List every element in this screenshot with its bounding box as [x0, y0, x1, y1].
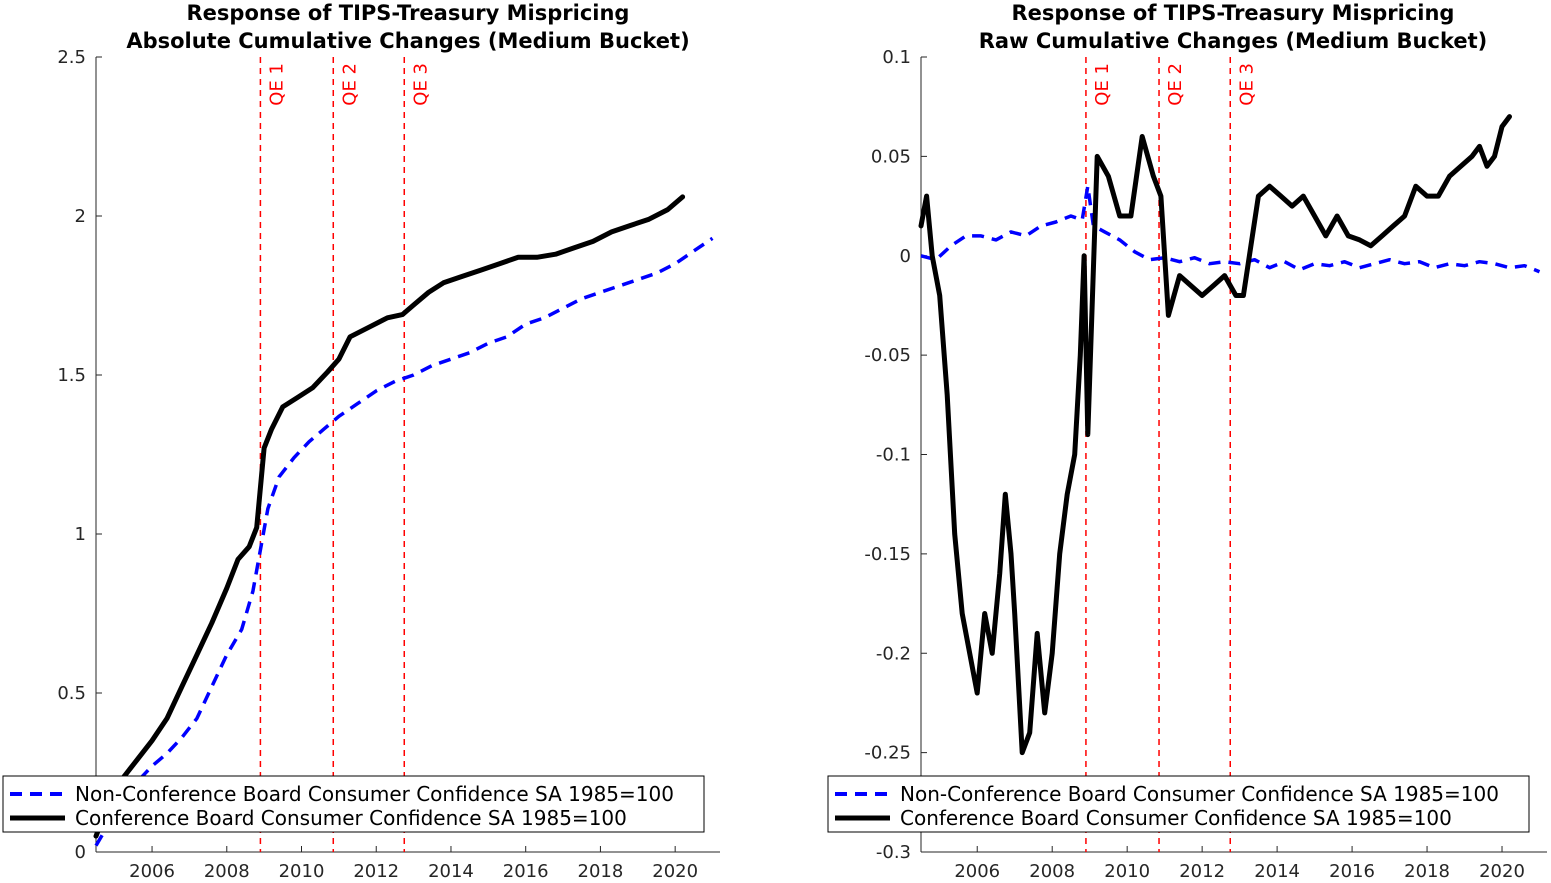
y-tick-label: 0	[75, 842, 86, 863]
x-tick-label: 2006	[129, 861, 175, 882]
chart-panel-raw: Response of TIPS-Treasury Mispricing Raw…	[827, 1, 1547, 882]
chart-subtitle: Absolute Cumulative Changes (Medium Buck…	[126, 29, 689, 53]
legend-box	[827, 775, 1530, 833]
qe-label: QE 3	[410, 63, 431, 106]
legend-label-conference: Conference Board Consumer Confidence SA …	[900, 806, 1452, 830]
qe-label: QE 1	[266, 63, 287, 106]
x-tick-label: 2016	[1329, 861, 1375, 882]
series-line-conference	[93, 194, 686, 839]
qe-label: QE 3	[1236, 63, 1257, 106]
chart-panel-absolute: Response of TIPS-Treasury Mispricing Abs…	[2, 1, 720, 882]
series-line-non-conference	[920, 184, 1541, 274]
x-tick-label: 2020	[1479, 861, 1525, 882]
y-tick-label: -0.05	[864, 345, 911, 366]
x-tick-label: 2014	[1254, 861, 1300, 882]
x-tick-label: 2018	[1404, 861, 1450, 882]
x-tick-label: 2014	[428, 861, 474, 882]
x-tick-label: 2012	[353, 861, 399, 882]
qe-label: QE 2	[339, 63, 360, 106]
chart-title: Response of TIPS-Treasury Mispricing	[187, 1, 630, 25]
y-tick-label: 0	[900, 246, 911, 267]
qe-label: QE 2	[1165, 63, 1186, 106]
x-tick-label: 2016	[503, 861, 549, 882]
x-tick-label: 2008	[1029, 861, 1075, 882]
data-marks: 0 0.5 1 1.5 2 2.5 2006 2008 2010 2012 2014 2016 2018…	[57, 47, 714, 882]
y-tick-label: 0.5	[57, 683, 86, 704]
y-tick-label: -0.1	[876, 445, 911, 466]
x-tick-label: 2012	[1179, 861, 1225, 882]
series-line-conference	[918, 114, 1512, 756]
y-tick-label: -0.3	[876, 842, 911, 863]
y-tick-label: 1.5	[57, 365, 86, 386]
legend: Non-Conference Board Consumer Confidence…	[2, 775, 705, 833]
y-tick-label: -0.15	[864, 544, 911, 565]
x-tick-label: 2018	[578, 861, 624, 882]
plot-area	[96, 57, 720, 852]
x-tick-label: 2006	[954, 861, 1000, 882]
x-tick-label: 2008	[204, 861, 250, 882]
y-tick-label: 1	[75, 524, 86, 545]
y-tick-label: 2.5	[57, 47, 86, 68]
y-tick-label: -0.25	[864, 743, 911, 764]
y-tick-label: 0.1	[882, 47, 911, 68]
x-tick-label: 2010	[279, 861, 325, 882]
chart-subtitle: Raw Cumulative Changes (Medium Bucket)	[979, 29, 1487, 53]
x-tick-label: 2010	[1104, 861, 1150, 882]
legend-label-conference: Conference Board Consumer Confidence SA …	[75, 806, 627, 830]
y-tick-label: 0.05	[871, 146, 911, 167]
legend-label-non-conference: Non-Conference Board Consumer Confidence…	[900, 782, 1499, 806]
data-marks: -0.3 -0.25 -0.2 -0.15 -0.1 -0.05 0 0.05 0.1 2006 2…	[864, 47, 1541, 882]
series-line-non-conference	[94, 236, 714, 847]
y-tick-label: -0.2	[876, 643, 911, 664]
legend: Non-Conference Board Consumer Confidence…	[827, 775, 1530, 833]
chart-title: Response of TIPS-Treasury Mispricing	[1012, 1, 1455, 25]
x-tick-label: 2020	[652, 861, 698, 882]
y-tick-label: 2	[75, 206, 86, 227]
legend-box	[2, 775, 705, 833]
qe-label: QE 1	[1092, 63, 1113, 106]
legend-label-non-conference: Non-Conference Board Consumer Confidence…	[75, 782, 674, 806]
